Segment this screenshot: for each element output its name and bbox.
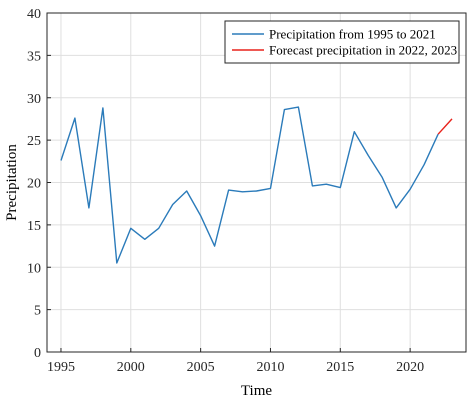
y-tick-label: 30 [27,92,41,107]
y-tick-label: 35 [27,49,41,64]
x-axis-label: Time [241,383,272,399]
legend-entry-observed: Precipitation from 1995 to 2021 [269,27,436,42]
x-tick-label: 2000 [117,360,145,375]
y-tick-label: 10 [27,261,41,276]
series-line-1 [437,118,453,135]
y-tick-label: 0 [34,346,41,361]
y-axis-label: Precipitation [4,144,20,221]
series-lines [60,106,453,264]
x-tick-label: 1995 [47,360,75,375]
x-axis-ticks: 1995 2000 2005 2010 2015 2020 [47,348,424,375]
x-tick-label: 2005 [187,360,215,375]
y-tick-label: 5 [34,304,41,319]
legend: Precipitation from 1995 to 2021 Forecast… [224,20,460,64]
x-tick-label: 2015 [326,360,354,375]
series-line-0 [60,106,439,264]
legend-entry-forecast: Forecast precipitation in 2022, 2023 [269,43,457,58]
y-tick-label: 25 [27,134,41,149]
x-tick-label: 2020 [396,360,424,375]
y-axis-ticks: 0 5 10 15 20 25 30 35 40 [27,7,51,361]
y-tick-label: 15 [27,219,41,234]
x-tick-label: 2010 [256,360,284,375]
legend-box [224,20,460,64]
y-tick-label: 40 [27,7,41,22]
y-tick-label: 20 [27,177,41,192]
